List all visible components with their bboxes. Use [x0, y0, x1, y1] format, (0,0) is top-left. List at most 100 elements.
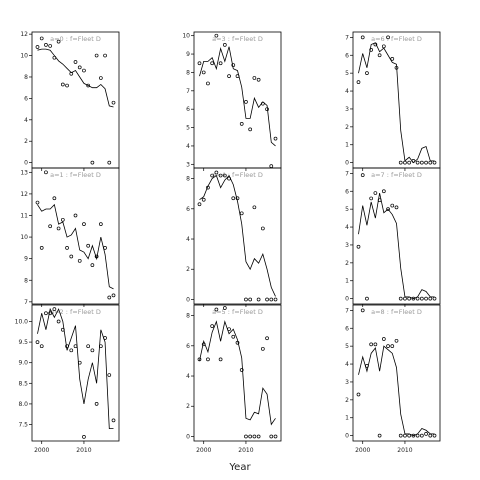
observed-point [82, 68, 86, 73]
y-tick-label: 9 [24, 256, 28, 263]
x-tick-label: 2010 [397, 447, 412, 454]
panel-1: 3 4 5 6 7 8 9 10 a=3 : f=Fleet D [182, 31, 282, 171]
observed-point [218, 61, 223, 66]
observed-point [73, 60, 78, 64]
observed-point [381, 44, 386, 49]
y-tick-label: 0 [345, 296, 349, 303]
observed-point [227, 176, 231, 181]
observed-point [39, 344, 44, 349]
observed-point [386, 207, 390, 212]
observed-point [52, 196, 57, 201]
observed-point [424, 296, 428, 301]
observed-point [356, 392, 361, 397]
y-tick-label: 10.0 [15, 318, 29, 325]
observed-point [206, 185, 210, 190]
observed-point [381, 189, 386, 194]
observed-point [94, 53, 99, 58]
panel-frame [352, 167, 441, 305]
observed-point [260, 346, 265, 351]
observed-point [214, 307, 219, 312]
panel-strip-label: a=4 : f=Fleet D [212, 171, 263, 179]
observed-point [428, 433, 433, 438]
observed-point [86, 243, 91, 248]
observed-point [265, 336, 269, 341]
x-tick-label: 2010 [76, 447, 91, 454]
observed-point [210, 173, 215, 178]
fitted-line [199, 320, 276, 426]
y-tick-label: 6 [345, 325, 349, 332]
y-tick-label: 9.5 [18, 339, 28, 346]
observed-point [231, 63, 236, 67]
observed-point [197, 61, 202, 66]
observed-point [235, 340, 240, 345]
observed-point [222, 306, 227, 310]
observed-point [60, 327, 65, 332]
panel-strip-label: a=3 : f=Fleet D [212, 35, 263, 43]
observed-point [239, 211, 244, 216]
observed-point [48, 311, 53, 316]
observed-point [411, 158, 416, 163]
observed-point [69, 348, 74, 353]
y-tick-label: 11 [20, 212, 28, 219]
y-tick-label: 4 [345, 361, 349, 368]
y-tick-label: 8 [24, 277, 28, 284]
observed-point [365, 296, 369, 301]
observed-point [248, 127, 253, 132]
observed-point [415, 296, 420, 301]
observed-point [98, 222, 103, 226]
observed-point [231, 334, 236, 339]
observed-point [65, 246, 69, 250]
observed-point [381, 337, 386, 341]
observed-point [390, 344, 395, 349]
observed-point [239, 122, 244, 126]
observed-point [111, 293, 116, 298]
y-tick-label: 3 [345, 106, 349, 113]
observed-point [65, 83, 69, 88]
observed-point [73, 344, 78, 349]
observed-point [407, 296, 412, 301]
panel-7: 0 2 4 6 8 2000 2010 a=5 : f=Fleet D [186, 304, 282, 454]
panel-frame [193, 167, 282, 305]
observed-point [222, 43, 227, 47]
fitted-line [37, 307, 114, 430]
observed-point [411, 433, 416, 438]
observed-point [365, 363, 369, 368]
y-tick-label: 7 [345, 170, 349, 177]
y-tick-label: 8 [24, 74, 28, 81]
observed-point [265, 297, 269, 302]
observed-point [197, 357, 202, 362]
y-tick-label: 12 [20, 191, 28, 198]
x-tick-label: 2010 [238, 447, 253, 454]
observed-point [373, 342, 378, 347]
observed-point [260, 101, 265, 106]
observed-point [403, 433, 407, 438]
panel-frame [352, 31, 441, 169]
observed-point [44, 170, 48, 175]
observed-point [231, 196, 236, 201]
observed-point [248, 434, 253, 439]
observed-point [360, 35, 365, 40]
observed-point [269, 434, 274, 439]
observed-point [398, 296, 403, 301]
observed-point [56, 39, 61, 44]
observed-point [390, 203, 395, 208]
observed-point [273, 136, 278, 141]
y-tick-label: 6 [345, 188, 349, 195]
observed-point [60, 217, 65, 222]
x-axis-title: Year [228, 462, 251, 473]
y-tick-label: 2 [345, 260, 349, 267]
fitted-line [358, 192, 435, 300]
observed-point [265, 107, 269, 112]
observed-point [197, 202, 202, 207]
observed-point [386, 344, 390, 349]
y-tick-label: 13 [20, 169, 28, 176]
observed-point [90, 263, 95, 267]
fitted-line [37, 48, 114, 108]
y-tick-label: 8.0 [18, 401, 28, 408]
observed-point [52, 307, 57, 311]
observed-point [210, 61, 215, 66]
observed-point [256, 434, 261, 439]
fitted-line [199, 46, 276, 147]
observed-point [44, 311, 48, 316]
